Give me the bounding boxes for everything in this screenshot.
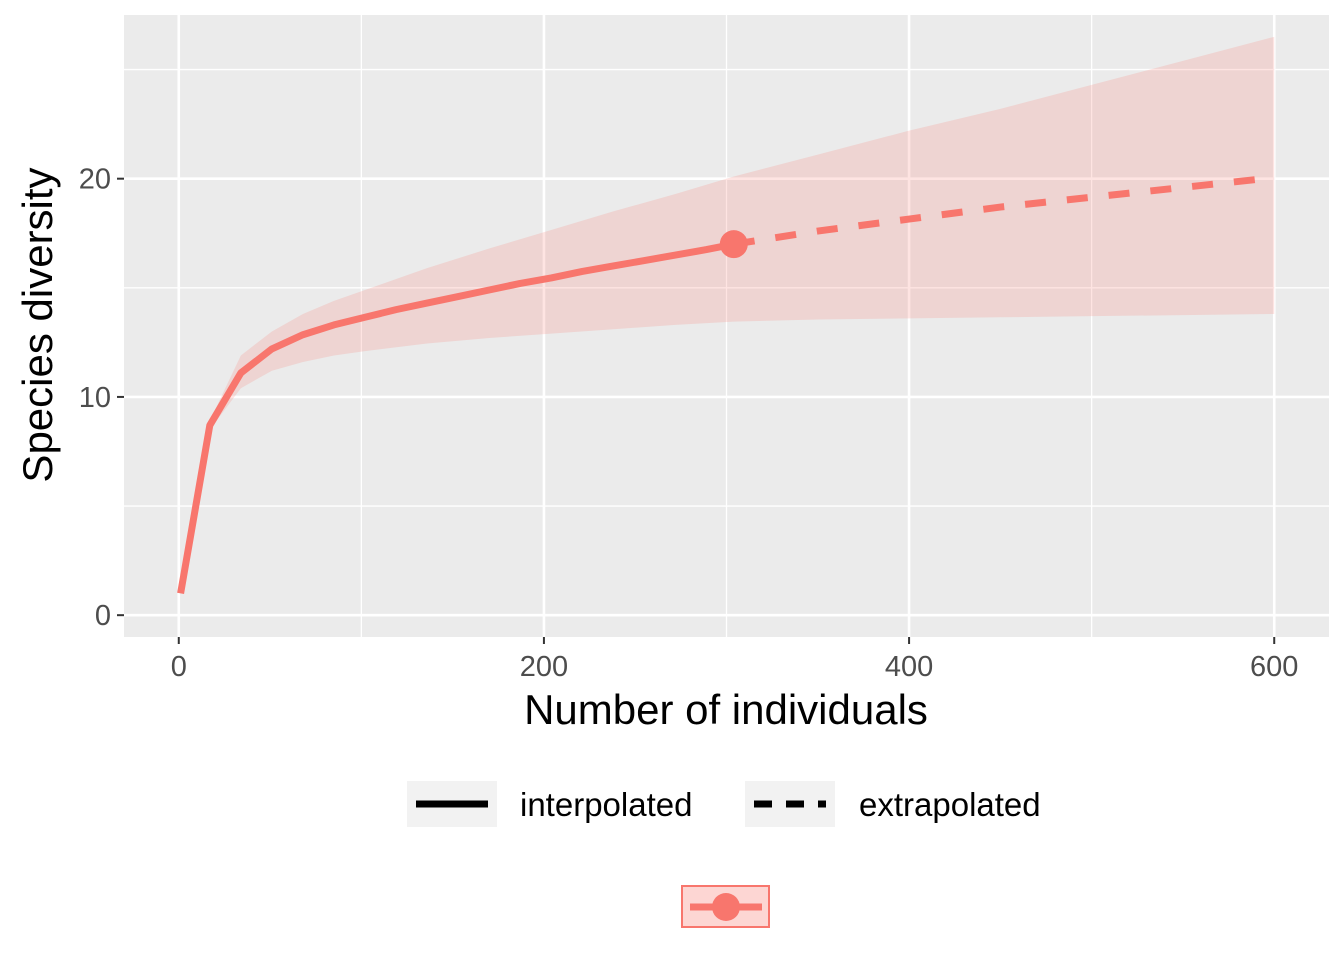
x-axis-title: Number of individuals — [524, 686, 928, 733]
y-tick-label: 10 — [79, 382, 111, 414]
x-tick-label: 600 — [1250, 651, 1298, 683]
y-tick-label: 20 — [79, 164, 111, 196]
grid-minor — [124, 15, 1329, 637]
legend-label-extrapolated: extrapolated — [859, 786, 1041, 823]
grid-major — [124, 15, 1329, 637]
legend-color-point — [712, 893, 740, 921]
legend-color-key — [681, 885, 770, 928]
y-tick-label: 0 — [95, 600, 111, 632]
x-axis-ticks: 0 200 400 600 — [171, 637, 1298, 683]
y-axis-ticks: 0 10 20 — [79, 164, 124, 632]
legend-linetype: interpolated extrapolated — [407, 781, 1041, 827]
interpolated-line — [177, 240, 735, 594]
x-tick-label: 400 — [885, 651, 933, 683]
x-tick-label: 0 — [171, 651, 187, 683]
legend-label-interpolated: interpolated — [520, 786, 692, 823]
x-tick-label: 200 — [520, 651, 568, 683]
observed-point — [719, 230, 748, 259]
y-axis-title: Species diversity — [14, 167, 61, 482]
extrapolated-line — [733, 174, 1275, 248]
